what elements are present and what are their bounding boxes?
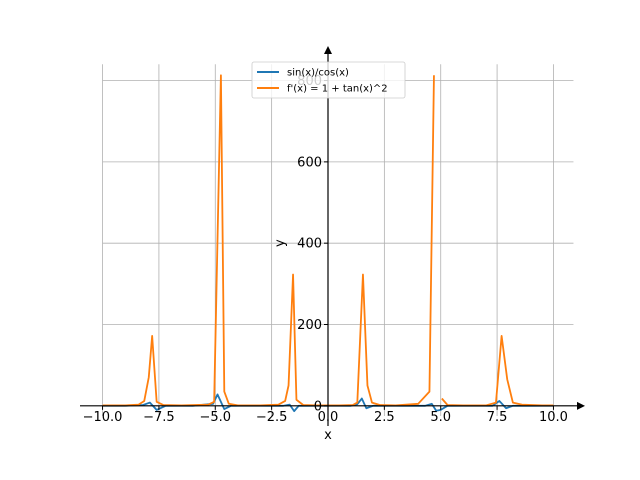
ticks: −10.0 −7.5 −5.0 −2.5 0.0 2.5 5.0 7.5 10.0 0 200 400…: [83, 74, 568, 425]
y-tick-label-0: 0: [314, 399, 322, 414]
x-tick-label-8: 10.0: [539, 410, 568, 425]
x-tick-label-2: −5.0: [199, 410, 231, 425]
x-tick-label-3: −2.5: [256, 410, 288, 425]
x-tick-label-4: 0.0: [318, 410, 339, 425]
x-tick-label-0: −10.0: [83, 410, 123, 425]
y-tick-label-1: 200: [297, 318, 322, 333]
y-axis-label: y: [273, 239, 288, 247]
legend: sin(x)/cos(x) f'(x) = 1 + tan(x)^2: [251, 61, 406, 99]
legend-label-derivative: f'(x) = 1 + tan(x)^2: [287, 84, 388, 95]
legend-label-tan: sin(x)/cos(x): [287, 68, 349, 79]
y-tick-label-2: 400: [297, 237, 322, 252]
legend-box: [251, 61, 406, 99]
x-axis-label: x: [324, 428, 332, 443]
x-tick-label-6: 5.0: [430, 410, 451, 425]
x-tick-label-5: 2.5: [374, 410, 395, 425]
y-tick-label-3: 600: [297, 155, 322, 170]
x-tick-label-7: 7.5: [487, 410, 508, 425]
x-tick-label-1: −7.5: [143, 410, 175, 425]
grid: [102, 64, 574, 416]
axes: [80, 46, 585, 426]
y-axis-arrow-icon: [324, 46, 332, 54]
x-axis-arrow-icon: [577, 401, 585, 410]
